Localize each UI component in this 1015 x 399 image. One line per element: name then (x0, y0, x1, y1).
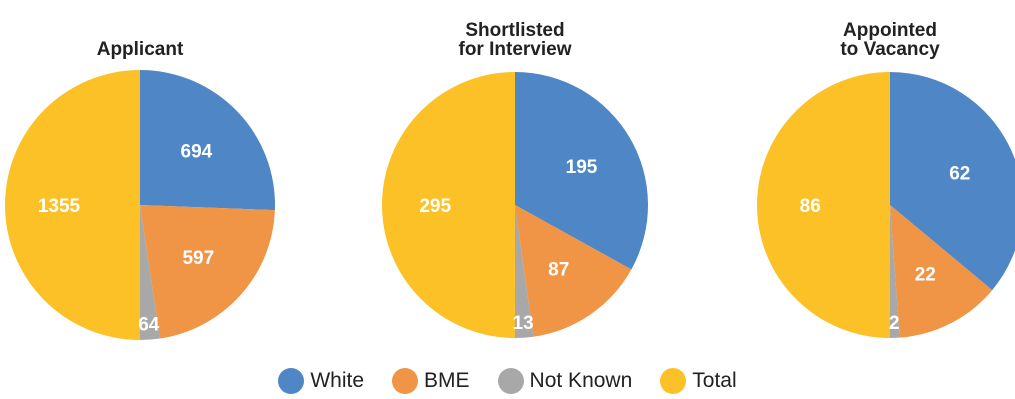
legend-item-white: White (278, 368, 364, 394)
legend-item-bme: BME (392, 368, 470, 394)
pie-title-3-line-1: Appointed (843, 20, 937, 41)
pie-title-3-line-2: to Vacancy (840, 39, 940, 60)
pie-slice-white (890, 72, 1015, 291)
legend-swatch-total (660, 368, 687, 394)
pie-slice-not-known (140, 205, 160, 340)
data-label-total: 295 (419, 196, 451, 217)
pie-slice-not-known (515, 205, 534, 338)
pie-title-2-line-2: for Interview (459, 39, 572, 60)
legend-label-total: Total (692, 369, 737, 392)
pie-slice-total (5, 70, 140, 340)
pie-slice-white (515, 72, 648, 270)
pie-title-2-line-1: Shortlisted (465, 20, 564, 41)
data-label-bme: 87 (548, 260, 569, 281)
legend: White BME Not Known Total (0, 363, 1015, 399)
data-label-white: 195 (566, 157, 598, 178)
legend-label-bme: BME (424, 369, 470, 392)
legend-swatch-bme (392, 368, 419, 394)
pie-slice-white (140, 70, 275, 211)
pie-title-1-line-1: Applicant (97, 39, 184, 60)
legend-swatch-not-known (497, 368, 524, 394)
data-label-total: 1355 (38, 196, 81, 217)
pie-slice-bme (890, 205, 993, 338)
pie-slice-not-known (890, 205, 900, 339)
pie-chart-1: Applicant 694 597 64 1355 (5, 39, 275, 340)
legend-item-total: Total (660, 368, 737, 394)
data-label-not-known: 2 (889, 313, 900, 334)
legend-swatch-white (278, 368, 305, 394)
pie-slice-total (757, 72, 890, 338)
pie-slice-bme (515, 205, 632, 337)
data-label-not-known: 13 (513, 313, 534, 334)
legend-label-white: White (310, 369, 365, 392)
data-label-bme: 22 (915, 265, 936, 286)
data-label-bme: 597 (182, 248, 214, 269)
legend-item-not-known: Not Known (497, 368, 633, 394)
data-label-white: 694 (181, 142, 213, 163)
data-label-not-known: 64 (138, 315, 160, 336)
data-label-total: 86 (800, 196, 821, 217)
data-label-white: 62 (949, 163, 970, 184)
pie-slice-bme (140, 205, 275, 339)
pie-slice-total (382, 72, 515, 338)
legend-label-not-known: Not Known (529, 369, 633, 392)
